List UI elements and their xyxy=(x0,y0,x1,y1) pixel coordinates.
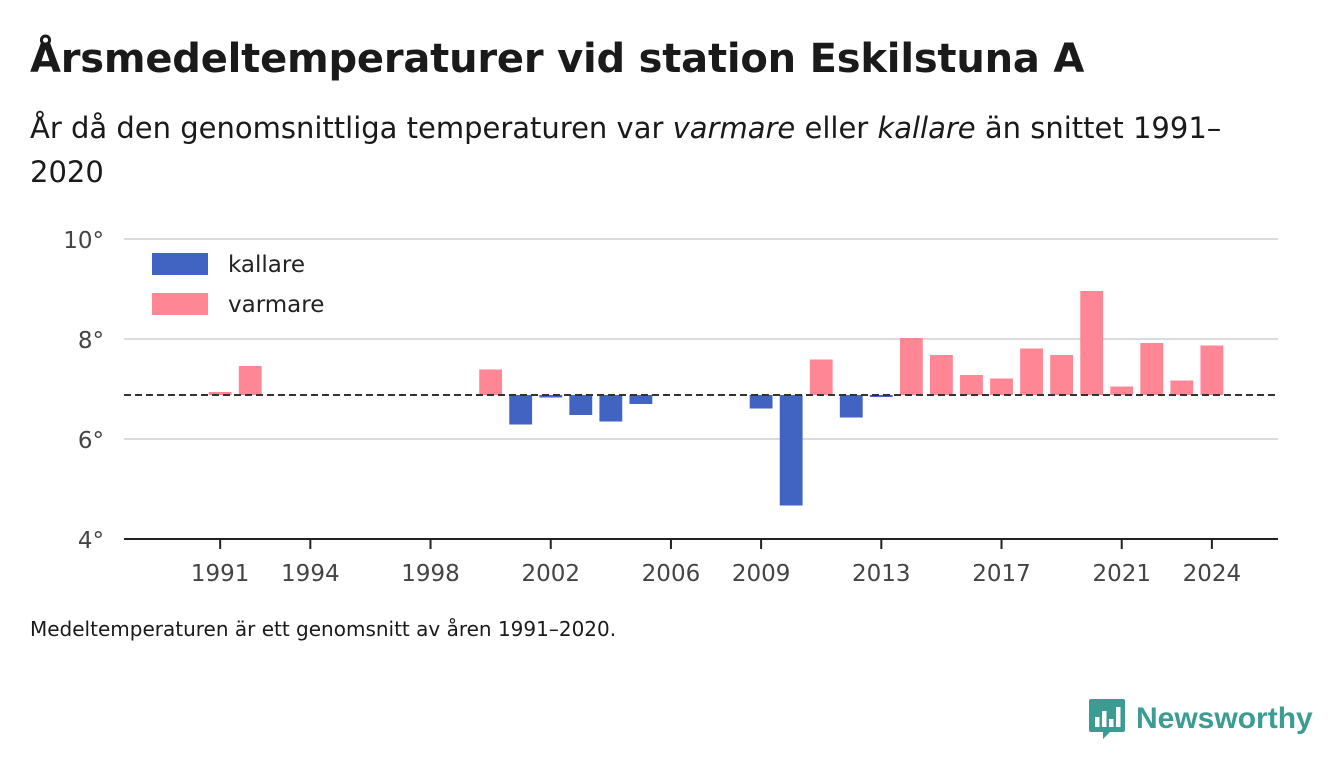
bar-2004 xyxy=(599,395,623,422)
subtitle-warmer: varmare xyxy=(672,111,796,145)
subtitle-text-2: eller xyxy=(795,111,878,145)
x-tick-label: 2017 xyxy=(972,561,1031,587)
x-tick-label: 2021 xyxy=(1092,561,1151,587)
bars xyxy=(208,291,1224,506)
bar-2016 xyxy=(960,375,983,395)
bar-2002 xyxy=(539,395,563,398)
brand[interactable]: Newsworthy xyxy=(1088,697,1313,741)
bar-2015 xyxy=(929,355,953,395)
bar-1991 xyxy=(208,392,232,395)
bar-2009 xyxy=(749,395,773,409)
subtitle-text-1: År då den genomsnittliga temperaturen va… xyxy=(30,111,673,145)
bar-2010 xyxy=(779,395,803,506)
bar-2012 xyxy=(839,395,863,418)
x-tick-label: 2024 xyxy=(1183,561,1242,587)
legend: kallare varmare xyxy=(152,252,324,318)
y-tick-label: 10° xyxy=(63,228,104,254)
subtitle-text-3: än snittet 1991–2020 xyxy=(30,111,1222,189)
x-tick-label: 1994 xyxy=(281,561,340,587)
x-tick-label: 2009 xyxy=(732,561,791,587)
y-tick-label: 6° xyxy=(78,428,104,454)
x-tick-label: 2006 xyxy=(642,561,701,587)
bar-2017 xyxy=(990,378,1013,395)
y-tick-label: 8° xyxy=(78,328,104,354)
bar-2019 xyxy=(1050,355,1074,395)
bar-2011 xyxy=(809,359,833,395)
bar-2024 xyxy=(1200,345,1224,395)
bar-2018 xyxy=(1020,348,1043,395)
bar-2023 xyxy=(1170,380,1194,395)
newsworthy-logo-icon xyxy=(1089,699,1125,739)
bar-2022 xyxy=(1140,343,1164,395)
x-tick-label: 1991 xyxy=(191,561,250,587)
legend-swatch-varmare xyxy=(152,293,208,315)
legend-label-kallare: kallare xyxy=(228,252,305,278)
axes: 4° 6° 8° 10° 1991 1994 1998 2002 2006 2009 2013 201… xyxy=(63,228,1278,587)
bar-2003 xyxy=(569,395,593,415)
footnote: Medeltemperaturen är ett genomsnitt av å… xyxy=(30,617,617,641)
chart-title: Årsmedeltemperaturer vid station Eskilst… xyxy=(30,36,1085,82)
temperature-bar-chart: 4° 6° 8° 10° 1991 1994 1998 2002 2006 2009 2013 201… xyxy=(63,228,1278,587)
bar-2014 xyxy=(899,338,923,395)
x-tick-label: 1998 xyxy=(401,561,460,587)
bar-2005 xyxy=(629,395,653,404)
y-tick-label: 4° xyxy=(78,528,104,554)
bar-1992 xyxy=(238,366,262,395)
bar-2020 xyxy=(1080,291,1104,395)
x-tick-label: 2002 xyxy=(521,561,580,587)
chart-subtitle: År då den genomsnittliga temperaturen va… xyxy=(30,106,1290,194)
legend-label-varmare: varmare xyxy=(228,292,324,318)
x-tick-label: 2013 xyxy=(852,561,911,587)
bar-2021 xyxy=(1110,386,1134,395)
subtitle-colder: kallare xyxy=(877,111,976,145)
bar-2001 xyxy=(509,395,533,425)
legend-swatch-kallare xyxy=(152,253,208,275)
bar-2000 xyxy=(479,369,503,395)
bar-2013 xyxy=(869,395,893,397)
brand-name: Newsworthy xyxy=(1136,702,1313,735)
